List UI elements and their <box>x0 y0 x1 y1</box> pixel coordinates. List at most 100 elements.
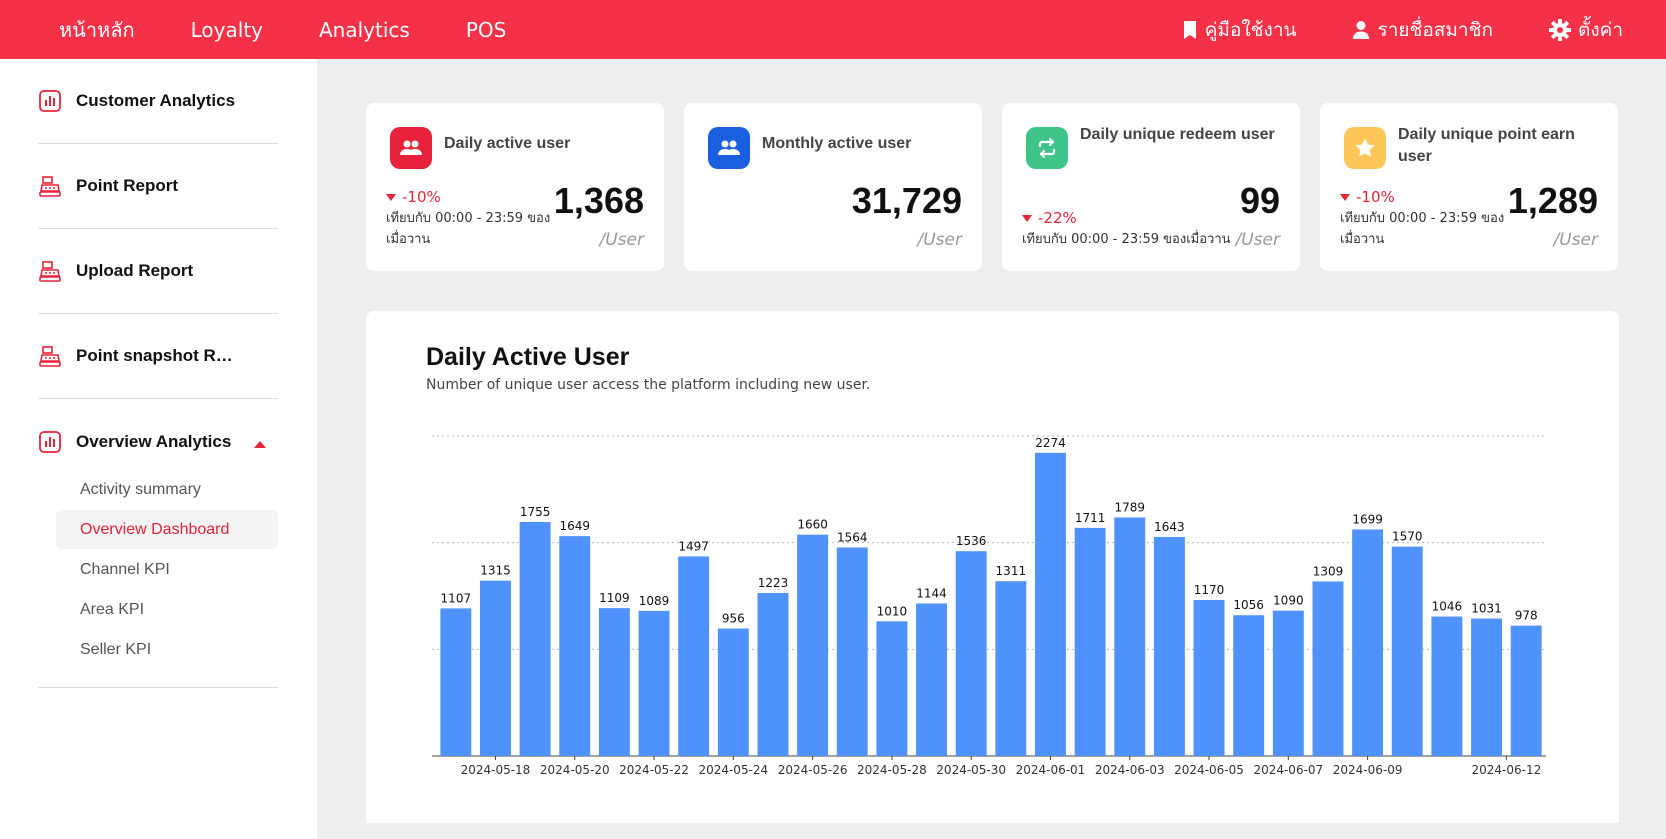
sidebar: Customer Analytics Point Report Upload R… <box>0 59 317 839</box>
sidebar-item-customer-analytics[interactable]: Customer Analytics <box>38 59 278 144</box>
chart-panel: 1107 1315 1755 1649 1109 1089 1497 956 1223 1660 1… <box>366 311 1619 823</box>
kpi-delta: -10% <box>1340 188 1395 206</box>
nav-settings[interactable]: ตั้งค่า <box>1549 15 1623 45</box>
chart-bar <box>955 551 987 756</box>
users-icon <box>708 127 750 169</box>
sidebar-item-point-snapshot-report[interactable]: Point snapshot Report <box>38 314 278 399</box>
kpi-unit: /User <box>1553 230 1598 250</box>
chart-bar <box>1074 527 1106 756</box>
sidebar-item-label: Customer Analytics <box>76 91 236 110</box>
chart-bar <box>1035 452 1066 756</box>
caret-up-icon[interactable] <box>254 441 266 448</box>
sidebar-item-upload-report[interactable]: Upload Report <box>38 229 278 314</box>
submenu-area-kpi[interactable]: Area KPI <box>80 601 145 618</box>
sidebar-item-point-report[interactable]: Point Report <box>38 144 278 229</box>
user-icon <box>1353 20 1370 39</box>
x-tick-label: 2024-06-03 <box>1095 763 1165 777</box>
submenu-channel-kpi[interactable]: Channel KPI <box>80 561 170 578</box>
bar-value-label: 1564 <box>837 530 868 544</box>
nav-members[interactable]: รายชื่อสมาชิก <box>1352 15 1493 45</box>
kpi-delta: -22% <box>1022 209 1077 227</box>
bar-value-label: 1711 <box>1075 511 1106 525</box>
chart-bar <box>1312 581 1344 756</box>
bar-value-label: 1223 <box>758 576 789 590</box>
kpi-delta-value: -22% <box>1038 209 1077 227</box>
kpi-delta: -10% <box>386 188 441 206</box>
bar-value-label: 956 <box>722 612 745 626</box>
sidebar-item-label: Point Report <box>76 176 178 195</box>
kpi-compare-text: เทียบกับ 00:00 - 23:59 ของเมื่อวาน <box>1022 232 1231 247</box>
x-tick-label: 2024-06-01 <box>1016 763 1086 777</box>
nav-home[interactable]: หน้าหลัก <box>59 17 135 42</box>
chart-bar <box>638 610 670 756</box>
bar-value-label: 1660 <box>797 518 828 532</box>
bar-value-label: 1107 <box>441 591 472 605</box>
daily-active-user-chart: 1107 1315 1755 1649 1109 1089 1497 956 1223 1660 1… <box>432 435 1546 777</box>
kpi-delta-value: -10% <box>1356 188 1395 206</box>
kpi-card-daily-active-user: Daily active user -10% เทียบกับ 00:00 - … <box>366 103 664 271</box>
page-footer-strip <box>317 823 1666 839</box>
down-triangle-icon <box>1340 193 1350 201</box>
chart-bar <box>1114 517 1146 756</box>
bar-value-label: 1010 <box>877 604 908 618</box>
x-tick-label: 2024-06-09 <box>1333 763 1403 777</box>
chart-bar <box>876 621 908 756</box>
chart-bar <box>559 536 591 756</box>
gear-icon <box>1549 18 1571 41</box>
chart-bar <box>440 608 472 756</box>
bar-value-label: 1643 <box>1154 520 1185 534</box>
bar-value-label: 1031 <box>1471 602 1502 616</box>
cash-register-icon <box>38 174 62 198</box>
bar-value-label: 1144 <box>916 586 947 600</box>
kpi-value: 99 <box>1239 180 1280 221</box>
x-tick-label: 2024-06-05 <box>1174 763 1244 777</box>
submenu-overview-dashboard[interactable]: Overview Dashboard <box>56 510 278 549</box>
bar-value-label: 1090 <box>1273 594 1304 608</box>
sidebar-item-overview-analytics[interactable]: Overview Analytics <box>38 399 278 484</box>
submenu-seller-kpi[interactable]: Seller KPI <box>80 641 152 658</box>
nav-loyalty[interactable]: Loyalty <box>190 17 263 42</box>
x-tick-label: 2024-05-28 <box>857 763 927 777</box>
chart-bar <box>995 581 1027 756</box>
chart-bar <box>836 547 868 756</box>
chart-bar <box>678 556 710 756</box>
chart-bar <box>480 580 511 756</box>
analytics-chart-icon <box>38 430 62 454</box>
submenu-activity-summary[interactable]: Activity summary <box>80 481 201 498</box>
bar-value-label: 1046 <box>1432 600 1463 614</box>
kpi-value: 31,729 <box>851 180 962 221</box>
main-nav: หน้าหลัก Loyalty Analytics POS <box>0 14 562 46</box>
chart-bar <box>598 608 630 756</box>
kpi-unit: /User <box>1235 230 1280 250</box>
bar-value-label: 1755 <box>520 505 551 519</box>
chart-bar <box>1431 616 1463 756</box>
chart-title: Daily Active User <box>426 343 630 371</box>
bar-value-label: 1311 <box>996 564 1027 578</box>
users-icon <box>390 127 432 169</box>
kpi-value: 1,368 <box>553 180 644 221</box>
bar-value-label: 978 <box>1515 609 1538 623</box>
down-triangle-icon <box>1022 214 1032 222</box>
nav-pos[interactable]: POS <box>465 17 507 42</box>
kpi-title: Daily unique point earn user <box>1398 126 1575 165</box>
chart-bar <box>1272 610 1304 756</box>
chart-bar <box>1233 615 1265 756</box>
x-tick-label: 2024-06-12 <box>1471 763 1541 777</box>
chart-subtitle: Number of unique user access the platfor… <box>426 377 871 393</box>
nav-analytics[interactable]: Analytics <box>319 17 410 42</box>
kpi-card-daily-unique-point-earn-user: Daily unique point earn user -10% เทียบก… <box>1320 103 1618 271</box>
kpi-delta-value: -10% <box>402 188 441 206</box>
x-tick-label: 2024-05-26 <box>778 763 848 777</box>
x-tick-label: 2024-05-24 <box>698 763 768 777</box>
bar-value-label: 1570 <box>1392 530 1423 544</box>
chart-bar <box>1471 618 1502 756</box>
nav-manual[interactable]: คู่มือใช้งาน <box>1182 15 1296 45</box>
kpi-unit: /User <box>599 230 644 250</box>
bar-value-label: 1649 <box>559 519 590 533</box>
sidebar-item-label: Upload Report <box>76 261 194 280</box>
kpi-card-monthly-active-user: Monthly active user 31,729 /User <box>684 103 982 271</box>
kpi-title: Daily active user <box>444 135 571 152</box>
bar-value-label: 1497 <box>678 539 709 553</box>
chart-bar <box>797 534 829 756</box>
nav-settings-label: ตั้งค่า <box>1578 18 1623 41</box>
